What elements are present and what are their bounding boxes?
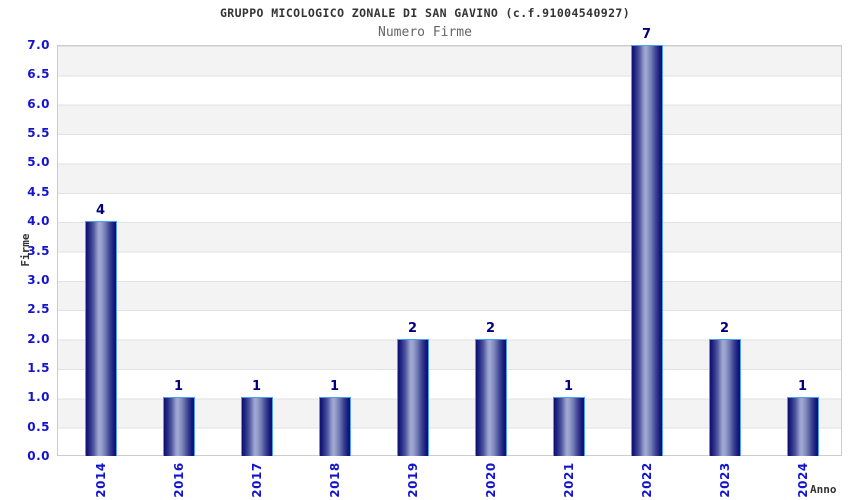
bar-value-label: 1 <box>797 379 808 395</box>
bar-value-label: 7 <box>641 27 652 42</box>
y-axis-title: Firme <box>19 233 32 267</box>
y-tick-label: 3.0 <box>27 272 50 287</box>
bar-value-label: 1 <box>251 379 262 395</box>
y-tick-label: 6.5 <box>27 67 50 82</box>
bar-2022 <box>630 45 663 456</box>
bar-value-label: 4 <box>95 203 106 219</box>
bar-value-label: 1 <box>329 379 340 395</box>
bar-2018 <box>318 397 351 456</box>
y-tick-label: 6.0 <box>27 96 50 111</box>
bar-2017 <box>240 397 273 456</box>
x-tick-label: 2019 <box>405 462 420 498</box>
bar-2024 <box>786 397 819 456</box>
bar-value-label: 1 <box>173 379 184 395</box>
y-tick-label: 1.0 <box>27 390 50 405</box>
bar-2021 <box>552 397 585 456</box>
y-tick-label: 0.0 <box>27 449 50 463</box>
bar-2019 <box>396 338 429 456</box>
x-tick-label: 2024 <box>795 462 810 498</box>
chart-title: GRUPPO MICOLOGICO ZONALE DI SAN GAVINO (… <box>219 6 631 20</box>
chart-subtitle: Numero Firme <box>378 25 472 40</box>
bar-2016 <box>162 397 195 456</box>
bar-value-label: 1 <box>563 379 574 395</box>
y-tick-label: 1.5 <box>27 360 50 375</box>
y-tick-label: 2.0 <box>27 331 50 346</box>
x-tick-label: 2021 <box>561 462 576 498</box>
x-tick-label: 2017 <box>249 462 264 498</box>
x-tick-label: 2022 <box>639 462 654 498</box>
y-tick-label: 4.0 <box>27 214 50 229</box>
bar-value-label: 2 <box>719 320 730 336</box>
y-tick-label: 5.0 <box>27 155 50 170</box>
bar-value-label: 2 <box>407 320 418 336</box>
y-tick-label: 2.5 <box>27 302 50 317</box>
bar-2014 <box>84 221 117 456</box>
x-tick-label: 2023 <box>717 462 732 498</box>
y-tick-label: 7.0 <box>27 38 50 52</box>
x-tick-label: 2016 <box>171 462 186 498</box>
y-tick-label: 0.5 <box>27 419 50 434</box>
x-tick-label: 2020 <box>483 462 498 498</box>
y-tick-label: 4.5 <box>27 184 50 199</box>
x-axis-title: Anno <box>810 483 837 496</box>
x-tick-label: 2014 <box>93 462 108 498</box>
x-tick-label: 2018 <box>327 462 342 498</box>
bar-2023 <box>708 338 741 456</box>
y-tick-label: 3.5 <box>27 243 50 258</box>
y-tick-label: 5.5 <box>27 126 50 141</box>
bar-value-label: 2 <box>485 320 496 336</box>
bar-2020 <box>474 338 507 456</box>
